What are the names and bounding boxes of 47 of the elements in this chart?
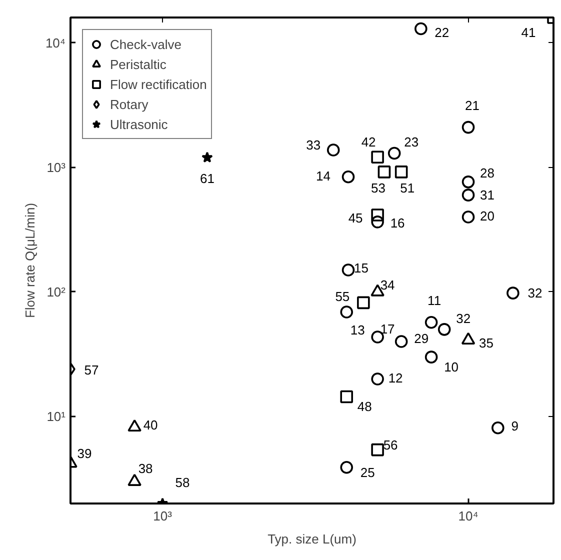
y-tick-label: 10³ [46,160,66,175]
annotation: 29 [414,331,429,346]
annotation: 32 [528,286,542,301]
legend-label: Check-valve [110,36,182,52]
annotation: 20 [480,208,495,224]
annotation: 33 [306,138,321,153]
y-tick-label: 10² [46,284,66,300]
annotation: 12 [388,370,403,386]
annotation: 23 [404,134,419,150]
annotation: 39 [77,446,92,461]
legend-label: Peristaltic [110,56,166,72]
annotation: 15 [354,260,368,276]
annotation: 55 [335,289,350,304]
legend-label: Flow rectification [110,76,207,92]
annotation: 56 [383,437,398,452]
annotation: 10 [444,360,459,375]
annotation: 58 [175,475,190,490]
annotation: 28 [480,165,495,180]
annotation: 13 [350,322,365,338]
y-tick-label: 10¹ [46,408,66,424]
annotation: 38 [138,461,153,476]
annotation: 17 [380,321,395,336]
annotation: 22 [434,25,450,40]
annotation: 61 [200,171,214,186]
annotation: 32 [456,310,471,326]
y-axis-title: Flow rate Q(μL/min) [22,202,38,318]
annotation: 31 [480,188,495,203]
x-axis-title: Typ. size L(um) [268,532,356,546]
annotation: 25 [360,464,375,480]
annotation: 53 [370,180,386,196]
annotation: 21 [465,98,480,113]
legend-label: Rotary [110,96,148,112]
annotation: 48 [357,399,372,414]
annotation: 11 [428,292,442,308]
annotation: 57 [84,362,99,378]
annotation: 35 [479,336,494,351]
y-tick-label: 10⁴ [45,35,66,50]
annotation: 41 [521,25,536,40]
annotation: 16 [390,215,405,230]
annotation: 34 [380,277,395,292]
annotation: 51 [400,180,415,196]
annotation: 40 [143,418,158,433]
annotation: 14 [316,168,330,184]
annotation: 9 [511,418,519,434]
legend-label: Ultrasonic [110,116,168,132]
annotation: 45 [348,210,363,226]
annotation: 42 [361,134,376,150]
